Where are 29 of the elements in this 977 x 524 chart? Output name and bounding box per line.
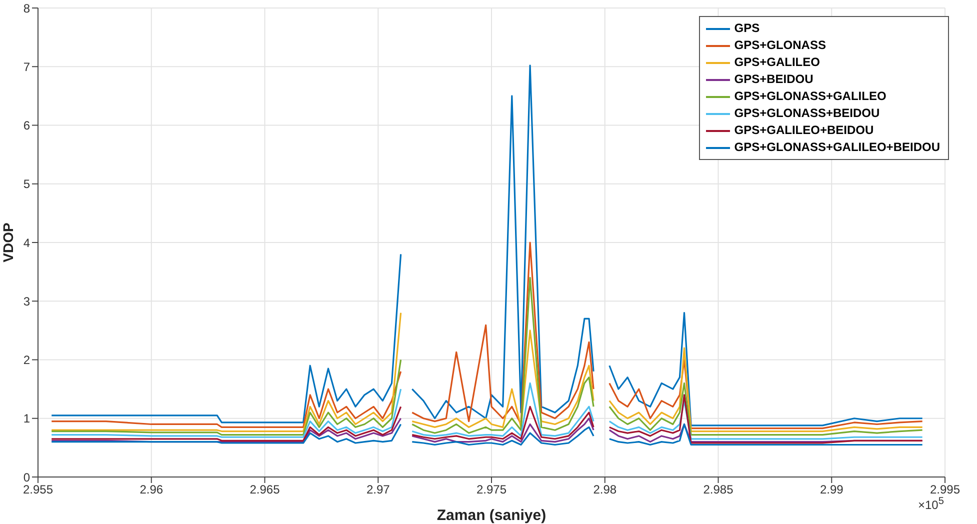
y-tick-label: 4 [23,236,30,250]
y-axis-title: VDOP [0,222,16,262]
x-tick-label: 2.98 [593,482,617,497]
x-tick-label: 2.975 [476,482,507,497]
legend-label: GPS+GLONASS [734,37,826,54]
legend-label: GPS+GALILEO [734,54,820,71]
y-tick-label: 8 [23,1,30,16]
legend-label: GPS+GLONASS+GALILEO+BEIDOU [734,139,940,156]
legend-label: GPS [734,20,760,37]
y-tick-label: 0 [23,470,30,484]
y-tick-label: 6 [23,118,30,133]
x-tick-label: 2.97 [366,482,390,497]
x-tick-label: 2.96 [140,482,164,497]
legend-label: GPS+GLONASS+BEIDOU [734,105,880,122]
text: ×10$^{5}$ [918,496,944,512]
x-tick-label: 2.965 [250,482,280,497]
y-tick-label: 7 [23,60,30,74]
y-tick-label: 1 [23,412,30,426]
x-tick-label: 2.985 [703,482,734,497]
legend-label: GPS+GLONASS+GALILEO [734,88,886,105]
y-tick-label: 5 [23,177,30,192]
x-axis-title: Zaman (saniye) [436,507,546,524]
x-tick-label: 2.99 [820,482,844,497]
x-tick-label: 2.995 [930,482,960,497]
x-tick-label: 2.955 [22,482,54,497]
y-tick-label: 3 [23,294,30,308]
legend-label: GPS+BEIDOU [734,71,814,88]
legend-label: GPS+GALILEO+BEIDOU [734,122,874,139]
y-tick-label: 2 [23,353,30,368]
